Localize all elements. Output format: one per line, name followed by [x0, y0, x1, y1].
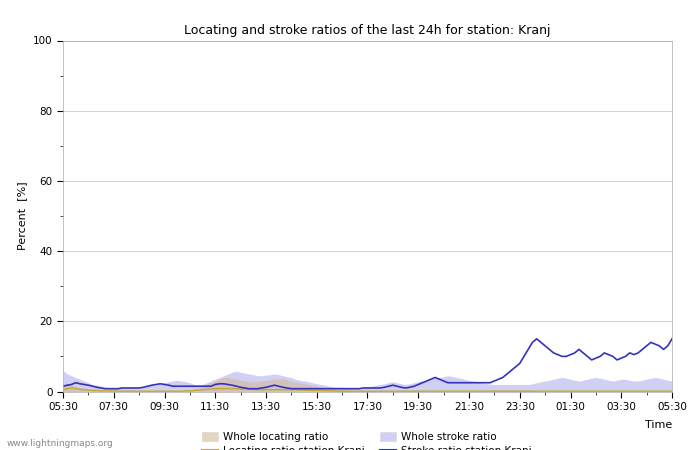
- Title: Locating and stroke ratios of the last 24h for station: Kranj: Locating and stroke ratios of the last 2…: [184, 23, 551, 36]
- Y-axis label: Percent  [%]: Percent [%]: [18, 182, 27, 250]
- Text: www.lightningmaps.org: www.lightningmaps.org: [7, 439, 113, 448]
- Text: Time: Time: [645, 419, 672, 430]
- Legend: Whole locating ratio, Locating ratio station Kranj, Whole stroke ratio, Stroke r: Whole locating ratio, Locating ratio sta…: [202, 432, 532, 450]
